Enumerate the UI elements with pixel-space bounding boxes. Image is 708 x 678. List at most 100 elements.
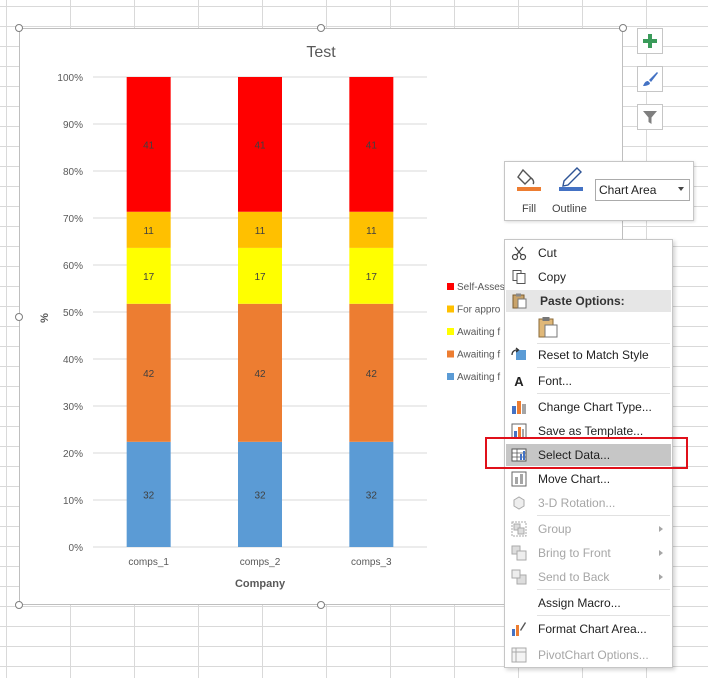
menu-item-pivotchart-options[interactable]: PivotChart Options... <box>506 644 671 666</box>
bar-segment[interactable] <box>126 303 171 442</box>
bar-segment[interactable] <box>238 211 282 248</box>
menu-separator <box>537 615 670 616</box>
pivot-options-icon <box>511 647 527 663</box>
chart-title[interactable]: Test <box>306 44 336 61</box>
bar-segment[interactable] <box>238 441 282 547</box>
data-label[interactable]: 17 <box>366 272 378 283</box>
menu-item-label: Group <box>538 522 572 536</box>
stacked-bar-chart[interactable]: Test 0% 10% 20% 30% 40% 50% 60% 70% 80% 90% 100% 3… <box>20 29 624 606</box>
y-tick-label: 0% <box>69 543 84 554</box>
bars: 32 42 17 11 41 32 42 17 11 41 32 42 17 11 41 <box>126 77 394 547</box>
resize-handle-left[interactable] <box>15 313 23 321</box>
menu-item-copy[interactable]: Copy <box>506 266 671 288</box>
menu-item-format-chart-area[interactable]: Format Chart Area... <box>506 618 671 640</box>
menu-item-label: Move Chart... <box>538 472 611 486</box>
menu-item-change-chart-type[interactable]: Change Chart Type... <box>506 396 671 418</box>
menu-separator <box>537 343 670 344</box>
data-label[interactable]: 32 <box>143 490 155 501</box>
menu-item-assign-macro[interactable]: Assign Macro... <box>506 592 671 614</box>
resize-handle-top[interactable] <box>317 24 325 32</box>
outline-button[interactable]: Outline <box>549 166 593 215</box>
menu-item-font[interactable]: A Font... <box>506 370 671 392</box>
bar-segment[interactable] <box>349 441 394 547</box>
data-label[interactable]: 41 <box>143 140 155 151</box>
data-label[interactable]: 32 <box>366 490 378 501</box>
chart-styles-button[interactable] <box>637 66 663 92</box>
scissors-icon <box>511 245 527 261</box>
data-label[interactable]: 42 <box>366 369 378 380</box>
send-back-icon <box>511 569 527 585</box>
y-axis-title[interactable]: % <box>39 313 51 323</box>
menu-item-label: Assign Macro... <box>538 596 621 610</box>
bar-segment[interactable] <box>349 303 394 442</box>
data-label[interactable]: 42 <box>143 369 155 380</box>
bar-segment[interactable] <box>349 77 394 212</box>
menu-separator <box>537 393 670 394</box>
y-tick-label: 80% <box>63 167 83 178</box>
resize-handle-bottom[interactable] <box>317 601 325 609</box>
legend-entry[interactable]: Awaiting f <box>457 372 500 383</box>
menu-item-label: Copy <box>538 270 567 284</box>
legend-entry[interactable]: Awaiting f <box>457 327 500 338</box>
y-tick-label: 90% <box>63 120 83 131</box>
menu-item-move-chart[interactable]: Move Chart... <box>506 468 671 490</box>
fill-label: Fill <box>522 203 537 215</box>
outline-label: Outline <box>552 203 587 215</box>
bar-segment[interactable] <box>238 247 282 304</box>
bar-segment[interactable] <box>126 247 171 304</box>
y-axis-ticks: 0% 10% 20% 30% 40% 50% 60% 70% 80% 90% 100% <box>57 73 83 554</box>
data-label[interactable]: 41 <box>366 140 378 151</box>
bar-segment[interactable] <box>126 441 171 547</box>
data-label[interactable]: 11 <box>143 226 154 237</box>
fill-button[interactable]: Fill <box>507 166 551 215</box>
data-label[interactable]: 41 <box>254 140 266 151</box>
chart-elements-button[interactable] <box>637 28 663 54</box>
data-label[interactable]: 32 <box>254 490 266 501</box>
bar-segment[interactable] <box>238 303 282 442</box>
bar-segment[interactable] <box>238 77 282 212</box>
x-axis-title[interactable]: Company <box>235 578 286 590</box>
bar-segment[interactable] <box>349 211 394 248</box>
x-axis-ticks: comps_1 comps_2 comps_3 <box>128 557 392 568</box>
data-label[interactable]: 42 <box>254 369 266 380</box>
x-tick-label: comps_1 <box>128 557 169 568</box>
legend-entry[interactable]: For appro <box>457 305 501 316</box>
font-icon: A <box>514 373 524 389</box>
menu-item-select-data[interactable]: Select Data... <box>506 444 671 466</box>
legend-entry[interactable]: Awaiting f <box>457 350 500 361</box>
paste-clipboard-icon <box>538 317 558 338</box>
submenu-arrow-icon <box>659 550 663 556</box>
legend-entry[interactable]: Self-Asses <box>457 282 505 293</box>
data-label[interactable]: 11 <box>255 226 266 237</box>
y-tick-label: 100% <box>57 73 83 84</box>
bar-segment[interactable] <box>349 247 394 304</box>
menu-item-label: Cut <box>538 246 557 260</box>
resize-handle-bottom-left[interactable] <box>15 601 23 609</box>
menu-separator <box>537 589 670 590</box>
data-label[interactable]: 17 <box>254 272 266 283</box>
bar-chart-icon <box>511 399 527 415</box>
data-label[interactable]: 11 <box>366 226 377 237</box>
resize-handle-top-right[interactable] <box>619 24 627 32</box>
data-label[interactable]: 17 <box>143 272 155 283</box>
format-area-icon <box>511 621 527 637</box>
menu-item-cut[interactable]: Cut <box>506 242 671 264</box>
chart-element-select[interactable]: Chart Area <box>595 179 690 201</box>
menu-item-group[interactable]: Group <box>506 518 671 540</box>
y-tick-label: 30% <box>63 402 83 413</box>
paste-option-button[interactable] <box>535 314 561 340</box>
menu-item-save-template[interactable]: Save as Template... <box>506 420 671 442</box>
highlight-box <box>485 437 688 469</box>
resize-handle-top-left[interactable] <box>15 24 23 32</box>
bar-segment[interactable] <box>126 77 171 212</box>
bar-segment[interactable] <box>126 211 171 248</box>
menu-item-send-to-back[interactable]: Send to Back <box>506 566 671 588</box>
menu-item-reset-style[interactable]: Reset to Match Style <box>506 344 671 366</box>
format-mini-toolbar: Fill Outline Chart Area <box>504 161 694 221</box>
chart-filters-button[interactable] <box>637 104 663 130</box>
dropdown-caret-icon <box>678 187 684 191</box>
menu-item-bring-to-front[interactable]: Bring to Front <box>506 542 671 564</box>
menu-item-label: PivotChart Options... <box>538 648 649 662</box>
menu-item-label: Save as Template... <box>538 424 644 438</box>
menu-item-3d-rotation[interactable]: 3-D Rotation... <box>506 492 671 514</box>
